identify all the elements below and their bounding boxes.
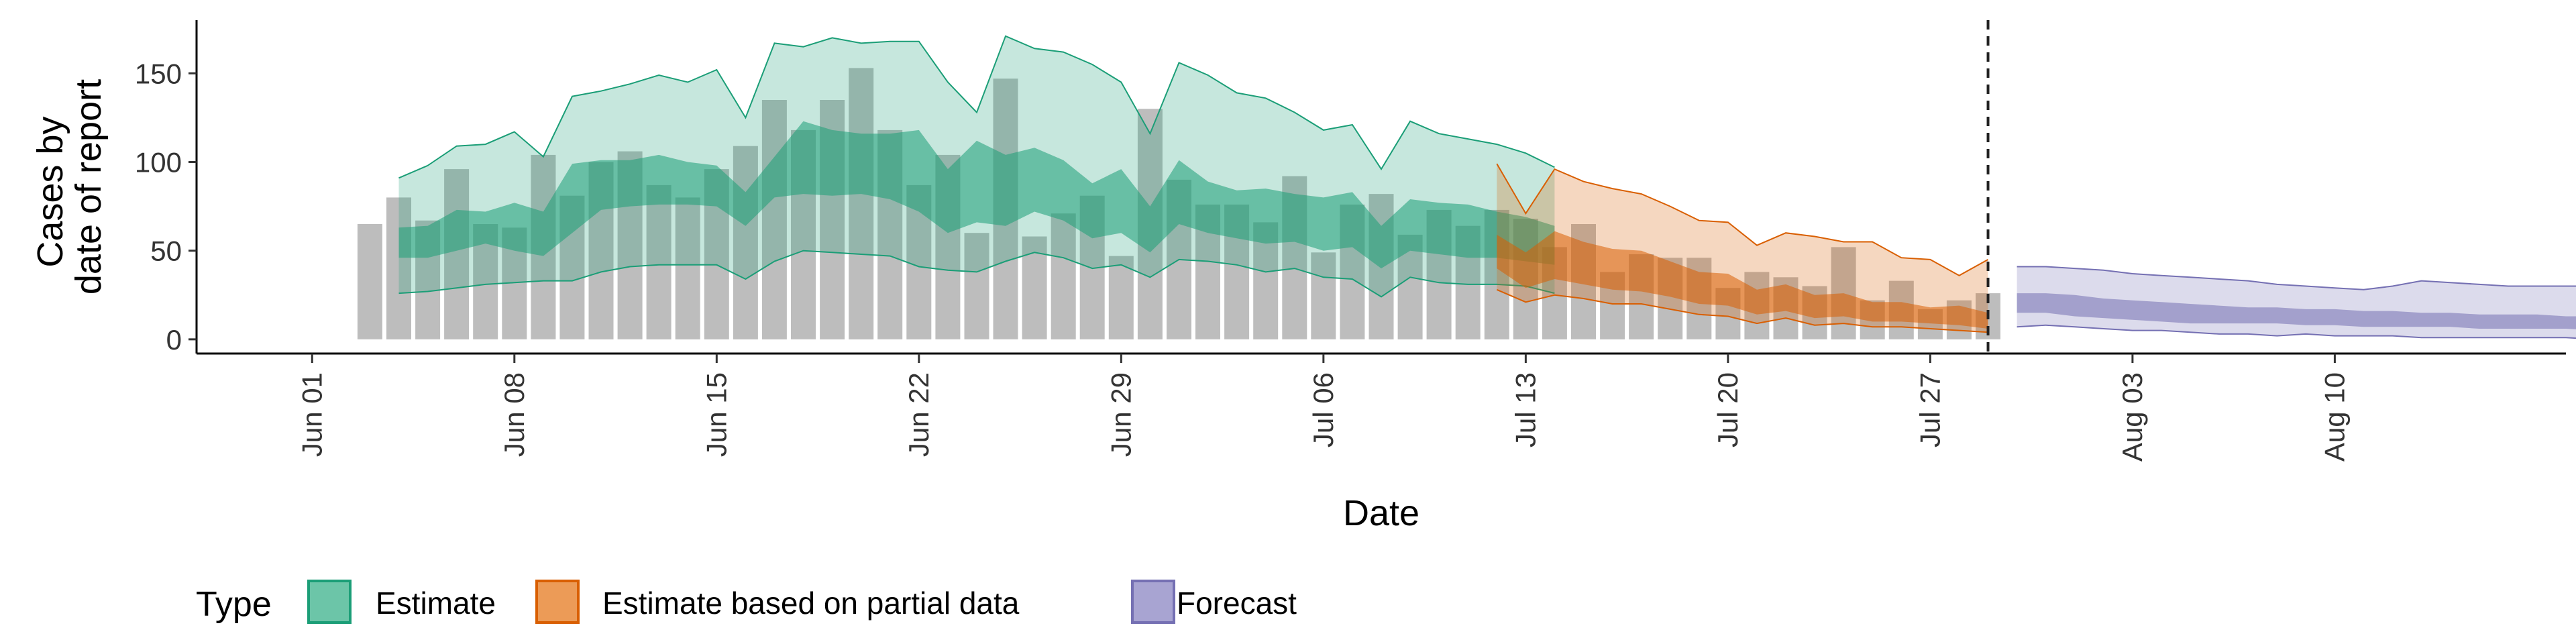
y-axis-title: Cases by date of report — [30, 79, 109, 294]
y-axis-title-line-2: date of report — [68, 79, 109, 294]
y-axis-title-line-1: Cases by — [30, 116, 70, 267]
legend-entry: Estimate based on partial data — [535, 580, 1020, 624]
inner-credible-band — [2017, 293, 2576, 329]
case-bar — [1311, 252, 1336, 339]
lower-bound-line — [2017, 324, 2576, 339]
x-tick-label: Jun 15 — [700, 372, 732, 457]
series-estimate — [398, 35, 1555, 298]
legend-key — [535, 580, 580, 624]
legend-entries: Estimate Estimate based on partial data Fo… — [307, 580, 1297, 624]
y-tick-label: 0 — [166, 324, 182, 356]
x-tick-label: Jul 06 — [1307, 372, 1339, 447]
legend-key — [307, 580, 352, 624]
x-tick-label: Jun 22 — [903, 372, 934, 457]
legend-entry: Forecast — [1131, 580, 1297, 624]
legend-label: Forecast — [1177, 586, 1297, 621]
inner-credible-band — [398, 121, 1555, 269]
lower-bound-line — [1496, 288, 1988, 333]
case-bar — [386, 197, 411, 339]
legend-label: Estimate based on partial data — [602, 586, 1020, 621]
y-tick-label: 50 — [150, 235, 182, 267]
legend-title: Type — [196, 585, 272, 624]
series-forecast — [2017, 266, 2576, 339]
legend: Type Estimate Estimate based on partial d… — [196, 580, 1297, 624]
case-bar — [849, 68, 874, 339]
lower-bound-line — [398, 250, 1555, 298]
bands-layer — [398, 35, 2576, 339]
case-bar — [964, 233, 989, 339]
y-axis-ticks: 0 50 100 150 — [135, 58, 197, 356]
upper-bound-line — [398, 35, 1555, 179]
outer-credible-band — [1497, 164, 1988, 333]
case-bar — [646, 184, 672, 339]
y-tick-label: 150 — [135, 58, 182, 89]
y-tick-label: 100 — [135, 146, 182, 178]
x-tick-label: Jun 29 — [1105, 372, 1136, 457]
case-bar — [675, 197, 700, 339]
case-bar — [444, 169, 470, 339]
upper-bound-line — [2017, 266, 2576, 290]
case-bar — [1051, 213, 1076, 339]
x-tick-label: Jul 20 — [1712, 372, 1743, 447]
x-axis-title: Date — [1343, 493, 1419, 533]
case-bar — [1108, 256, 1134, 339]
x-tick-label: Jul 27 — [1914, 372, 1945, 447]
legend-key — [1131, 580, 1175, 624]
legend-label: Estimate — [376, 586, 496, 621]
x-tick-label: Jun 08 — [498, 372, 530, 457]
upper-bound-line — [1496, 163, 1988, 276]
axes: 0 50 100 150 Jun 01 Jun 08 Jun 15 Jun 22 Jun 29… — [30, 20, 2566, 533]
plot-area — [357, 20, 2576, 354]
x-tick-label: Jun 01 — [296, 372, 327, 457]
x-tick-label: Jul 13 — [1509, 372, 1541, 447]
inner-credible-band — [1497, 231, 1988, 329]
x-axis-ticks: Jun 01 Jun 08 Jun 15 Jun 22 Jun 29 Jul 06 Jul … — [296, 354, 2350, 462]
legend-entry: Estimate — [307, 580, 496, 624]
case-bar — [761, 100, 787, 339]
case-bar — [357, 224, 382, 339]
x-tick-label: Aug 03 — [2116, 372, 2148, 462]
x-tick-label: Aug 10 — [2318, 372, 2350, 462]
series-estimate-based-on-partial-data — [1496, 163, 1988, 333]
case-bar — [733, 146, 758, 339]
